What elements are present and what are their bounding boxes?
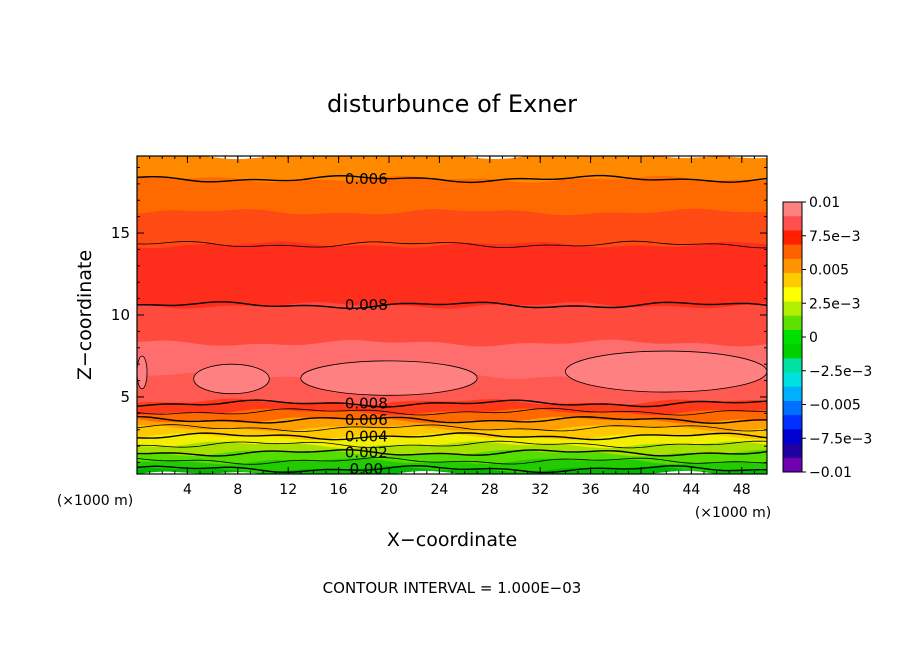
colorbar-swatch: [783, 344, 802, 359]
contour-label: 0.006: [345, 170, 388, 188]
contour-label: 0.004: [345, 427, 388, 445]
y-axis-label: Z−coordinate: [74, 250, 96, 380]
y-tick-label: 10: [111, 306, 130, 324]
contour-line: [137, 449, 767, 457]
contour-line: [137, 464, 767, 474]
colorbar-swatch: [783, 216, 802, 231]
high-value-cell: [565, 350, 767, 393]
colorbar-swatch: [783, 244, 802, 260]
colorbar-swatch: [783, 329, 802, 345]
colorbar-swatch: [783, 258, 802, 274]
x-tick-label: 4: [183, 482, 192, 498]
colorbar-swatch: [783, 230, 802, 246]
high-value-cell: [137, 355, 148, 390]
colorbar-swatch: [783, 301, 802, 317]
x-tick-label: 36: [582, 482, 600, 498]
contour-label: 0.006: [345, 411, 388, 429]
contour-band: [137, 208, 767, 249]
x-tick-label: 40: [632, 482, 650, 498]
colorbar-label: −0.005: [809, 398, 861, 414]
colorbar-swatch: [783, 273, 802, 288]
x-unit-right: (×1000 m): [695, 505, 771, 521]
high-value-cell: [193, 363, 270, 395]
colorbar-label: 0.005: [809, 263, 849, 279]
contour-line: [137, 440, 767, 449]
colorbar-swatch: [783, 358, 802, 374]
x-axis-label: X−coordinate: [387, 529, 517, 551]
x-tick-label: 8: [233, 482, 242, 498]
colorbar-swatch: [783, 372, 802, 388]
contour-line: [137, 174, 767, 184]
x-tick-label: 12: [279, 482, 297, 498]
contour-line: [137, 424, 767, 432]
colorbar-label: −7.5e−3: [809, 431, 872, 447]
contour-line: [137, 432, 767, 441]
contour-line: [137, 399, 767, 408]
colorbar-label: 0.01: [809, 195, 840, 211]
colorbar-label: −2.5e−3: [809, 364, 872, 380]
y-tick-label: 15: [111, 224, 130, 242]
x-tick-label: 28: [481, 482, 499, 498]
x-unit-left: (×1000 m): [57, 493, 133, 509]
x-tick-label: 20: [380, 482, 398, 498]
colorbar-label: 2.5e−3: [809, 296, 861, 312]
colorbar: 0.01 7.5e−3 0.005 2.5e−3 0 −2.5e−3 −0.005 −7.5e…: [782, 195, 872, 481]
x-tick-label: 24: [430, 482, 448, 498]
colorbar-swatch: [783, 386, 802, 402]
colorbar-swatch: [783, 415, 802, 430]
contour-label: 0.008: [345, 395, 388, 413]
x-tick-label: 16: [330, 482, 348, 498]
chart-title: disturbunce of Exner: [327, 90, 577, 118]
colorbar-swatch: [783, 315, 802, 331]
contour-line: [137, 301, 767, 310]
plot-area: [137, 156, 767, 474]
colorbar-swatch: [783, 202, 802, 217]
contour-label: 0.00: [350, 460, 383, 478]
contour-label: 0.008: [345, 296, 388, 314]
colorbar-label: 7.5e−3: [809, 229, 861, 245]
contour-line: [137, 407, 767, 416]
contour-line: [137, 457, 767, 465]
colorbar-swatch: [783, 443, 802, 459]
colorbar-swatch: [783, 287, 802, 302]
colorbar-swatch: [783, 429, 802, 445]
colorbar-label: −0.01: [809, 465, 852, 481]
x-tick-label: 32: [531, 482, 549, 498]
contour-line: [137, 415, 767, 424]
high-value-cell: [300, 360, 478, 396]
colorbar-swatch: [783, 457, 802, 473]
contour-interval-note: CONTOUR INTERVAL = 1.000E−03: [323, 579, 582, 597]
x-tick-label: 48: [733, 482, 751, 498]
x-tick-label: 44: [682, 482, 700, 498]
y-tick-label: 5: [120, 388, 130, 406]
colorbar-label: 0: [809, 330, 818, 346]
contour-label: 0.002: [345, 444, 388, 462]
contour-line: [137, 240, 767, 249]
colorbar-swatch: [783, 400, 802, 416]
contour-band: [137, 240, 767, 309]
